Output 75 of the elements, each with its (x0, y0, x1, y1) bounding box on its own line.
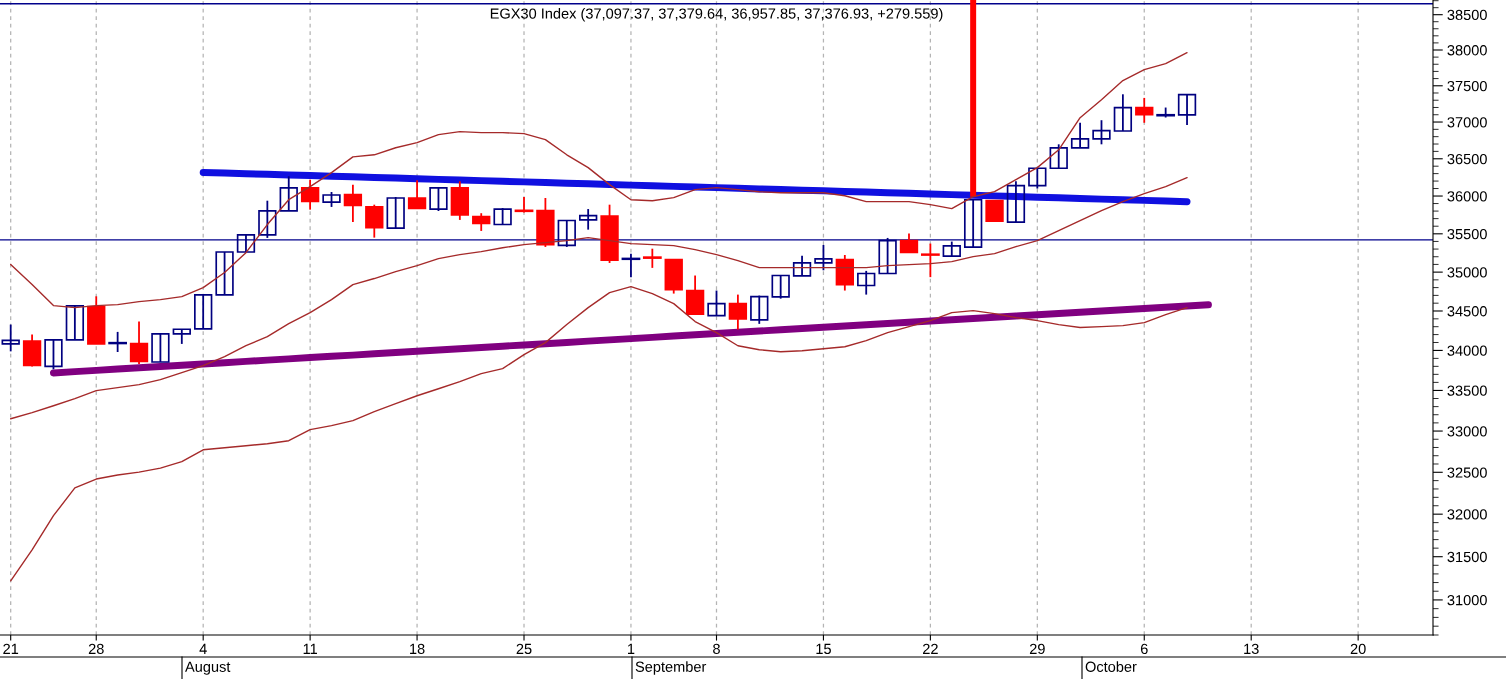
x-tick-label: 11 (303, 643, 317, 654)
candlestick (279, 175, 298, 212)
y-tick-label: 34000 (1447, 345, 1487, 356)
y-tick-label: 36500 (1447, 153, 1487, 165)
candlestick (429, 187, 448, 212)
candlestick (1049, 143, 1068, 170)
y-tick-label: 36000 (1447, 191, 1487, 202)
candlestick (642, 247, 662, 269)
candlestick (792, 254, 812, 277)
y-tick-label: 37500 (1447, 80, 1487, 92)
y-tick-label: 33000 (1447, 426, 1487, 437)
line-series (9, 52, 1188, 309)
candlestick (685, 274, 705, 316)
candlestick (151, 332, 170, 363)
x-tick-label: 21 (3, 643, 19, 654)
candlestick (215, 251, 234, 296)
y-tick-label: 38000 (1447, 45, 1487, 56)
x-tick-label: 28 (88, 643, 104, 655)
candlestick (1028, 167, 1047, 190)
text: August (185, 661, 231, 675)
y-tick-label: 35500 (1447, 228, 1487, 240)
line-series (9, 176, 1188, 420)
x-tick-label: 8 (713, 643, 720, 655)
x-tick-label: 1 (628, 643, 635, 654)
y-tick-label: 33500 (1447, 385, 1487, 396)
candlestick (300, 178, 320, 211)
x-tick-label: 13 (1244, 643, 1259, 655)
candlestick (493, 207, 512, 226)
candlestick (1092, 119, 1111, 146)
candlestick (857, 269, 876, 296)
candlestick (621, 252, 641, 279)
candlestick (707, 289, 726, 317)
candlestick (194, 294, 213, 330)
candlestick (129, 320, 149, 365)
y-tick-label: 37000 (1447, 117, 1487, 128)
candlestick (899, 232, 919, 254)
candlestick (65, 305, 85, 341)
candlestick (771, 274, 790, 300)
candlestick (578, 208, 598, 231)
y-tick-label: 31500 (1447, 551, 1487, 563)
x-tick-label: 22 (923, 643, 938, 654)
text: September (635, 661, 707, 675)
x-tick-label: 29 (1029, 643, 1045, 655)
text: EGX30 Index (37,097.37, 37,379.64, 36,957.85, 37,376.93, +279.559) (490, 8, 943, 22)
candlestick (1006, 180, 1026, 224)
candlestick (1135, 96, 1154, 124)
candlestick (386, 196, 405, 230)
candlestick (343, 183, 363, 224)
candlestick (407, 179, 427, 210)
candlestick (921, 242, 940, 279)
x-tick-label: 4 (199, 643, 207, 654)
line-series (9, 285, 1188, 582)
candlestick (108, 330, 128, 353)
x-tick-label: 15 (816, 643, 831, 655)
text: October (1085, 661, 1137, 672)
y-tick-label: 34500 (1447, 306, 1487, 317)
candlestick (814, 244, 833, 272)
x-tick-label: 25 (516, 643, 532, 655)
y-tick-label: 32000 (1447, 509, 1487, 520)
candlestick (365, 203, 384, 239)
y-tick-label: 35000 (1447, 267, 1487, 278)
candlestick (728, 293, 748, 331)
candlestick (1, 323, 20, 353)
candlestick (750, 294, 769, 325)
candlestick (44, 338, 63, 371)
candlestick (1113, 93, 1133, 132)
y-tick-label: 31000 (1447, 595, 1487, 606)
candlestick (1177, 93, 1197, 127)
y-tick-label: 32500 (1447, 467, 1487, 478)
x-tick-label: 6 (1140, 643, 1148, 655)
candlestick (1070, 121, 1090, 149)
x-tick-label: 20 (1350, 643, 1366, 655)
x-tick-label: 18 (410, 643, 425, 655)
candlestick (985, 199, 1004, 222)
y-tick-label: 38500 (1447, 9, 1487, 21)
